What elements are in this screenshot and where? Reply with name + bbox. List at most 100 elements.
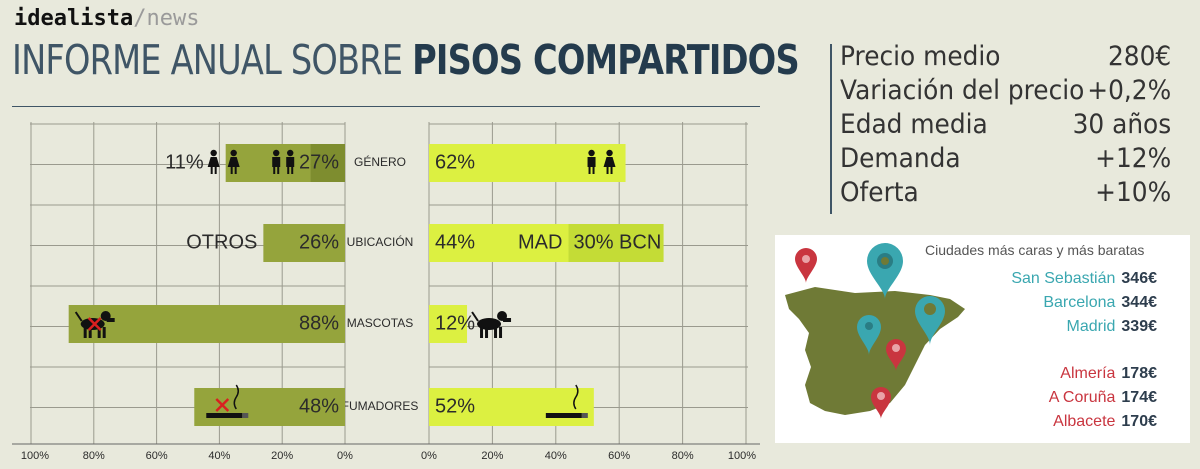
city-name: San Sebastián bbox=[1011, 270, 1116, 287]
woman-icon bbox=[603, 157, 616, 167]
bar-value-label: 30% BCN bbox=[573, 231, 661, 253]
man-icon bbox=[592, 167, 595, 174]
map-pin-icon bbox=[871, 387, 891, 419]
map-pin-icon bbox=[867, 243, 903, 299]
bar-side-label: OTROS bbox=[186, 231, 257, 253]
map-pin-dot bbox=[924, 303, 936, 315]
dog-icon bbox=[480, 327, 484, 338]
city-row: Barcelona 344€ bbox=[1043, 294, 1157, 312]
no-smoking-icon bbox=[233, 384, 240, 410]
stats-panel: Precio medio 280€ Variación del precio +0,… bbox=[840, 40, 1172, 210]
stat-row: Oferta +10% bbox=[840, 176, 1171, 210]
stat-label: Demanda bbox=[840, 143, 961, 174]
tick-label: 60% bbox=[146, 450, 168, 462]
cross-icon bbox=[87, 317, 102, 331]
pin-almeria bbox=[871, 387, 891, 419]
brand-logo: idealista/news bbox=[14, 6, 199, 31]
no-dog-icon bbox=[106, 318, 115, 322]
woman-icon bbox=[610, 167, 613, 174]
category-label: MASCOTAS bbox=[347, 316, 413, 330]
stat-value: 30 años bbox=[1072, 109, 1172, 140]
stat-label: Edad media bbox=[840, 109, 988, 140]
map-title: Ciudades más caras y más baratas bbox=[925, 242, 1145, 258]
dog-icon bbox=[494, 327, 498, 338]
stats-separator bbox=[830, 44, 832, 214]
pin-albacete bbox=[886, 339, 906, 371]
bar-value-label: 88% bbox=[299, 312, 339, 334]
stat-label: Oferta bbox=[840, 177, 919, 208]
category-label: UBICACIÓN bbox=[347, 234, 414, 249]
no-dog-icon bbox=[83, 327, 87, 338]
map-pin-icon bbox=[915, 296, 945, 345]
woman-icon bbox=[214, 167, 217, 174]
bar-value-label: 11% bbox=[165, 151, 204, 173]
man-icon bbox=[588, 167, 591, 174]
no-smoking-icon bbox=[242, 413, 249, 418]
man-icon bbox=[272, 157, 281, 167]
pin-barcelona bbox=[915, 296, 945, 345]
brand-section: /news bbox=[133, 6, 200, 31]
dog-icon bbox=[485, 327, 489, 338]
city-price: 174€ bbox=[1121, 389, 1157, 406]
bar-right bbox=[429, 224, 569, 262]
tick-label: 40% bbox=[545, 450, 567, 462]
category-label: GÉNERO bbox=[354, 154, 406, 169]
city-price: 178€ bbox=[1121, 365, 1157, 382]
no-dog-icon bbox=[88, 327, 92, 338]
dog-icon bbox=[499, 327, 503, 338]
pin-almeria-coruna bbox=[795, 248, 817, 283]
bar-value-label: 44% bbox=[435, 231, 475, 253]
city-name: Almería bbox=[1060, 365, 1116, 382]
city-price: 170€ bbox=[1121, 413, 1157, 430]
man-icon bbox=[287, 167, 290, 174]
woman-icon bbox=[230, 167, 233, 174]
spain-map bbox=[785, 243, 965, 419]
no-dog-icon bbox=[74, 311, 83, 322]
city-name: Barcelona bbox=[1043, 294, 1116, 311]
tick-label: 100% bbox=[21, 450, 49, 462]
map-pin-dot bbox=[877, 392, 885, 400]
no-smoking-icon bbox=[206, 413, 243, 418]
bar-right bbox=[568, 224, 664, 262]
stat-row: Edad media 30 años bbox=[840, 108, 1171, 142]
butterfly-chart: 100% 80% 60% 40% 20% 0% 0% 20% 40% 60% 80% 100% GÉNE… bbox=[12, 122, 760, 462]
woman-icon bbox=[210, 149, 217, 157]
man-icon bbox=[273, 149, 280, 157]
map-pin-dot bbox=[865, 322, 873, 330]
tick-label: 0% bbox=[421, 450, 437, 462]
map-pin-dot bbox=[892, 344, 900, 352]
bar-right bbox=[429, 305, 468, 343]
tick-label: 40% bbox=[208, 450, 230, 462]
man-icon bbox=[291, 167, 294, 174]
tick-label: 80% bbox=[83, 450, 105, 462]
brand-name: idealista bbox=[14, 6, 134, 31]
woman-icon bbox=[606, 167, 609, 174]
man-icon bbox=[588, 149, 595, 157]
tick-label: 100% bbox=[728, 450, 756, 462]
bar-left bbox=[263, 224, 345, 262]
no-dog-icon bbox=[97, 327, 101, 338]
man-icon bbox=[286, 157, 295, 167]
man-icon bbox=[277, 167, 280, 174]
tick-label: 0% bbox=[337, 450, 353, 462]
woman-icon bbox=[210, 167, 213, 174]
title-bold: PISOS COMPARTIDOS bbox=[412, 36, 800, 84]
woman-icon bbox=[227, 157, 240, 167]
stat-row: Demanda +12% bbox=[840, 142, 1171, 176]
city-row: Albacete 170€ bbox=[1053, 413, 1157, 431]
man-icon bbox=[273, 167, 276, 174]
bar-value-label: 26% bbox=[299, 231, 339, 253]
woman-icon bbox=[234, 167, 237, 174]
map-pin-icon bbox=[857, 315, 881, 355]
cross-icon bbox=[215, 398, 230, 412]
no-dog-icon bbox=[102, 327, 106, 338]
city-price: 344€ bbox=[1121, 294, 1157, 311]
tick-label: 80% bbox=[672, 450, 694, 462]
smoking-icon bbox=[581, 413, 588, 418]
city-row: San Sebastián 346€ bbox=[1011, 270, 1157, 288]
bar-value-label: 62% bbox=[435, 151, 475, 173]
city-price: 346€ bbox=[1121, 270, 1157, 287]
man-icon bbox=[587, 157, 596, 167]
smoking-icon bbox=[545, 413, 582, 418]
tick-label: 60% bbox=[608, 450, 630, 462]
